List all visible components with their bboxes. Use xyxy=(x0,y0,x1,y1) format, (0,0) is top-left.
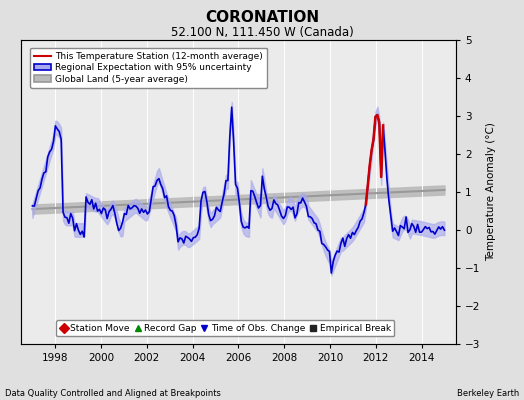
Text: Data Quality Controlled and Aligned at Breakpoints: Data Quality Controlled and Aligned at B… xyxy=(5,389,221,398)
Y-axis label: Temperature Anomaly (°C): Temperature Anomaly (°C) xyxy=(486,122,496,262)
Legend: Station Move, Record Gap, Time of Obs. Change, Empirical Break: Station Move, Record Gap, Time of Obs. C… xyxy=(57,320,395,336)
Text: 52.100 N, 111.450 W (Canada): 52.100 N, 111.450 W (Canada) xyxy=(171,26,353,39)
Text: Berkeley Earth: Berkeley Earth xyxy=(456,389,519,398)
Text: CORONATION: CORONATION xyxy=(205,10,319,25)
